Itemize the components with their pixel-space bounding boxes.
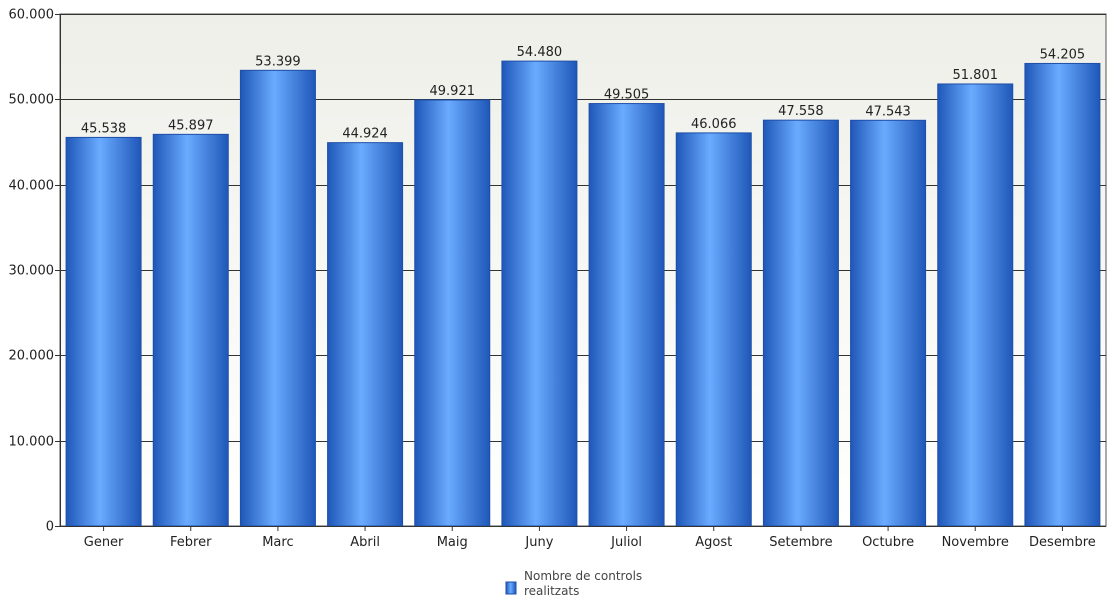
x-tick-label: Febrer [170,535,212,550]
data-label: 49.505 [604,88,650,103]
x-tick-label: Novembre [942,535,1009,550]
x-tick-label: Setembre [769,535,832,550]
x-tick-label: Juny [524,535,553,550]
data-label: 45.538 [81,121,127,136]
data-label: 54.480 [517,45,563,60]
bar-abril [327,142,404,527]
x-tick-label: Octubre [862,535,914,550]
y-tick-label: 30.000 [9,264,55,279]
x-tick-label: Abril [350,535,380,550]
data-label: 47.543 [865,104,911,119]
x-tick-label: Agost [695,535,732,550]
axes: 0 10.000 20.000 30.000 40.000 50.000 60.000 Gen… [9,8,1106,550]
y-tick-label: 50.000 [9,93,55,108]
y-tick-label: 10.000 [9,435,55,450]
y-tick-label: 0 [46,520,54,535]
y-tick-label: 40.000 [9,179,55,194]
bar-desembre [1024,62,1101,527]
legend-label: realitzats [524,584,579,598]
bar-agost [675,132,752,527]
bar-maig [414,99,491,527]
data-label: 46.066 [691,117,737,132]
bar-setembre [762,119,839,527]
gridlines [60,14,1106,442]
x-tick-label: Marc [262,535,293,550]
y-tick-label: 60.000 [9,8,55,23]
data-label: 47.558 [778,104,824,119]
x-tick-label: Juliol [610,535,642,550]
legend-swatch [505,581,517,595]
bar-novembre [937,83,1014,527]
bar-gener [65,136,142,527]
bar-octubre [850,119,927,527]
bar-marc [239,69,316,527]
bar-febrer [152,133,229,527]
y-tick-label: 20.000 [9,349,55,364]
data-label: 49.921 [430,84,476,99]
bar-juny [501,60,578,527]
data-label: 44.924 [342,127,388,142]
bar-juliol [588,103,665,527]
legend-label: Nombre de controls [524,569,642,583]
data-label: 54.205 [1040,47,1086,62]
bars: 45.538 45.897 53.399 44.924 49.921 54.480 49.5… [65,45,1101,527]
data-label: 45.897 [168,118,214,133]
x-tick-label: Gener [84,535,124,550]
x-tick-label: Maig [437,535,468,550]
data-label: 51.801 [953,68,999,83]
x-tick-label: Desembre [1029,535,1096,550]
data-label: 53.399 [255,54,301,69]
